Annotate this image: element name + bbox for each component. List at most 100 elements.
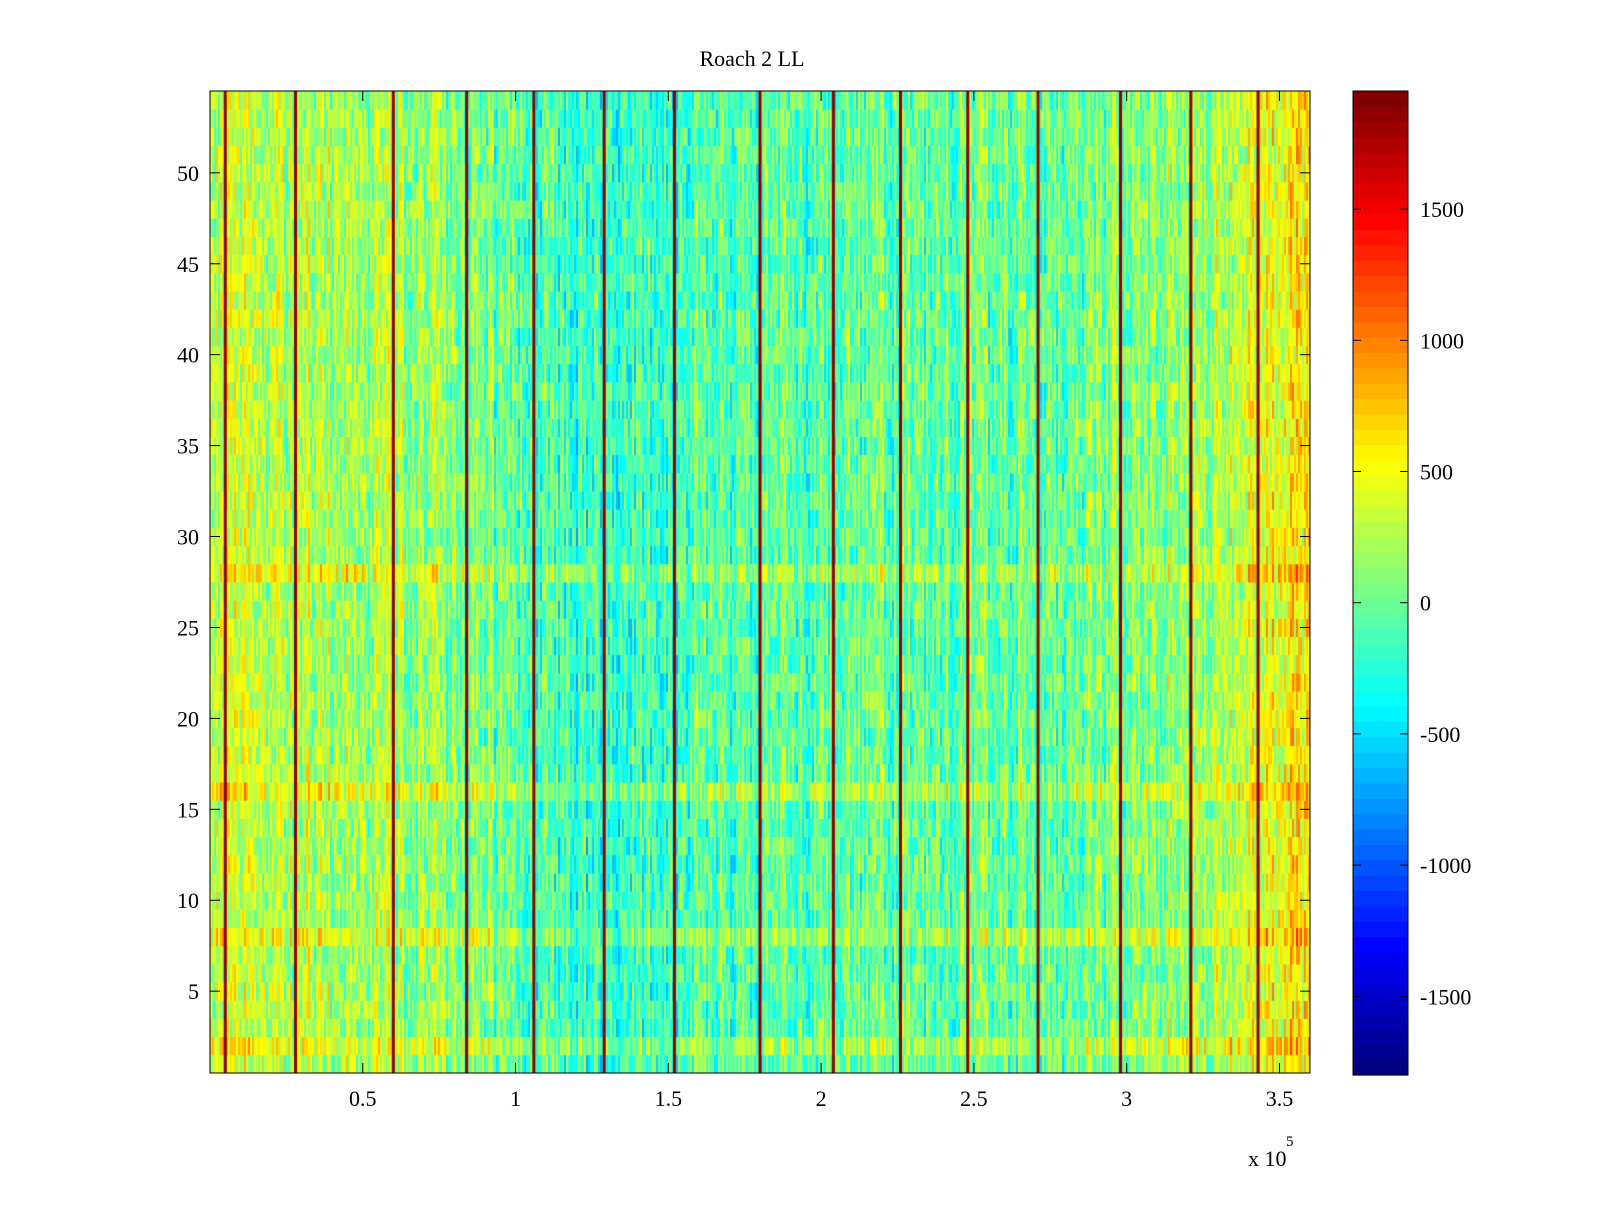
colorbar-tick-label: -1500 xyxy=(1420,984,1471,1009)
colorbar-swatch xyxy=(1353,921,1408,938)
y-tick-label: 35 xyxy=(177,434,199,459)
x-tick-label: 2.5 xyxy=(960,1086,988,1111)
y-tick-label: 5 xyxy=(188,979,199,1004)
x-tick-label: 1 xyxy=(510,1086,521,1111)
colorbar-swatch xyxy=(1353,1013,1408,1030)
y-tick-label: 15 xyxy=(177,797,199,822)
y-tick-label: 30 xyxy=(177,525,199,550)
colorbar-swatch xyxy=(1353,552,1408,569)
y-tick-label: 40 xyxy=(177,343,199,368)
x-tick-label: 3 xyxy=(1121,1086,1132,1111)
colorbar-swatch xyxy=(1353,936,1408,953)
colorbar-swatch xyxy=(1353,521,1408,538)
colorbar-swatch xyxy=(1353,982,1408,999)
colorbar-swatch xyxy=(1353,137,1408,154)
colorbar-swatch xyxy=(1353,782,1408,799)
colorbar-tick-label: -500 xyxy=(1420,722,1460,747)
colorbar-swatch xyxy=(1353,275,1408,292)
colorbar-swatch xyxy=(1353,306,1408,323)
colorbar-swatch xyxy=(1353,1059,1408,1076)
chart-title: Roach 2 LL xyxy=(699,46,804,71)
colorbar-swatch xyxy=(1353,290,1408,307)
colorbar-swatch xyxy=(1353,229,1408,246)
colorbar-swatch xyxy=(1353,629,1408,646)
colorbar-swatch xyxy=(1353,844,1408,861)
colorbar-swatch xyxy=(1353,706,1408,722)
colorbar-swatch xyxy=(1353,536,1408,553)
colorbar-swatch xyxy=(1353,321,1408,338)
colorbar-swatch xyxy=(1353,905,1408,922)
y-tick-label: 10 xyxy=(177,888,199,913)
colorbar-swatch xyxy=(1353,413,1408,430)
colorbar: -1500 -1000 -500 0 500 1000 1500 xyxy=(1352,90,1471,1076)
colorbar-swatch xyxy=(1353,813,1408,830)
colorbar-tick-label: -1000 xyxy=(1420,853,1471,878)
colorbar-swatch xyxy=(1353,444,1408,461)
colorbar-swatch xyxy=(1353,198,1408,215)
colorbar-swatch xyxy=(1353,690,1408,707)
colorbar-swatch xyxy=(1353,859,1408,876)
x-multiplier-exponent: 5 xyxy=(1286,1134,1294,1150)
colorbar-swatch xyxy=(1353,352,1408,369)
x-tick-label: 2 xyxy=(816,1086,827,1111)
colorbar-tick-label: 0 xyxy=(1420,591,1431,616)
y-axis: 5 10 15 20 25 30 35 40 45 50 xyxy=(177,161,1310,1004)
heatmap-raster xyxy=(210,91,1310,1073)
colorbar-swatch xyxy=(1353,675,1408,692)
colorbar-swatch xyxy=(1353,429,1408,446)
colorbar-swatch xyxy=(1353,475,1408,492)
x-multiplier-base: x 10 xyxy=(1248,1146,1287,1171)
colorbar-swatch xyxy=(1353,752,1408,769)
colorbar-swatch xyxy=(1353,998,1408,1015)
x-tick-label: 3.5 xyxy=(1266,1086,1294,1111)
colorbar-swatch xyxy=(1353,736,1408,753)
colorbar-swatch xyxy=(1353,875,1408,892)
colorbar-tick-label: 1500 xyxy=(1420,197,1464,222)
colorbar-swatch xyxy=(1353,460,1408,476)
colorbar-frame xyxy=(1352,90,1409,1076)
plot-frame xyxy=(209,90,1311,1074)
x-tick-label: 1.5 xyxy=(655,1086,683,1111)
colorbar-swatch xyxy=(1353,952,1408,968)
x-axis-multiplier: x 10 5 xyxy=(1248,1134,1294,1171)
colorbar-swatch xyxy=(1353,91,1408,107)
y-tick-label: 25 xyxy=(177,615,199,640)
colorbar-swatch xyxy=(1353,829,1408,845)
colorbar-swatch xyxy=(1353,767,1408,784)
colorbar-swatch xyxy=(1353,506,1408,523)
colorbar-swatch xyxy=(1353,598,1408,615)
colorbar-swatch xyxy=(1353,260,1408,277)
colorbar-swatch xyxy=(1353,214,1408,230)
colorbar-tick-label: 1000 xyxy=(1420,328,1464,353)
colorbar-swatch xyxy=(1353,106,1408,123)
colorbar-swatch xyxy=(1353,367,1408,384)
colorbar-swatch xyxy=(1353,567,1408,584)
plot-area xyxy=(209,90,1311,1074)
colorbar-swatch xyxy=(1353,1044,1408,1061)
x-axis: 0.5 1 1.5 2 2.5 3 3.5 xyxy=(349,91,1293,1111)
colorbar-tick-label: 500 xyxy=(1420,459,1453,484)
colorbar-swatch xyxy=(1353,659,1408,676)
colorbar-swatch xyxy=(1353,398,1408,415)
colorbar-swatch xyxy=(1353,152,1408,169)
colorbar-swatch xyxy=(1353,337,1408,353)
colorbar-swatch xyxy=(1353,1028,1408,1045)
colorbar-swatch xyxy=(1353,583,1408,599)
x-tick-label: 0.5 xyxy=(349,1086,377,1111)
colorbar-swatch xyxy=(1353,490,1408,507)
colorbar-swatch xyxy=(1353,721,1408,738)
colorbar-swatch xyxy=(1353,613,1408,630)
heatmap-cells xyxy=(210,91,1310,1073)
colorbar-swatch xyxy=(1353,798,1408,815)
colorbar-swatch xyxy=(1353,244,1408,261)
colorbar-swatch xyxy=(1353,183,1408,200)
colorbar-swatch xyxy=(1353,383,1408,400)
y-tick-label: 45 xyxy=(177,252,199,277)
colorbar-swatch xyxy=(1353,167,1408,184)
colorbar-swatch xyxy=(1353,644,1408,661)
y-tick-label: 50 xyxy=(177,161,199,186)
colorbar-swatch xyxy=(1353,121,1408,138)
colorbar-swatch xyxy=(1353,967,1408,984)
